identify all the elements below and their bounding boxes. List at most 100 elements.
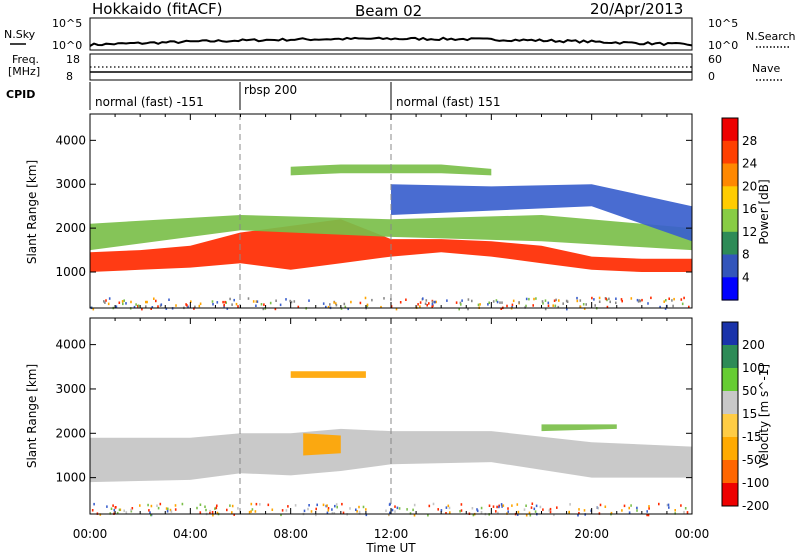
colorbar-swatch [722, 414, 738, 438]
velocity-noise-pixel [534, 510, 537, 513]
power-noise-pixel [366, 303, 369, 307]
y-tick-label: 3000 [55, 382, 86, 396]
power-noise-pixel [247, 297, 250, 300]
power-noise-pixel [554, 304, 557, 308]
power-noise-pixel [160, 303, 163, 306]
velocity-noise-pixel [308, 504, 310, 507]
nsky-tick-top: 10^5 [52, 17, 82, 30]
velocity-noise-pixel [529, 514, 532, 517]
power-noise-pixel [525, 297, 528, 301]
power-noise-pixel [118, 301, 121, 304]
power-noise-pixel [130, 300, 132, 304]
power-noise-pixel [499, 301, 501, 304]
nsky-label: N.Sky [4, 28, 36, 41]
velocity-noise-pixel [204, 505, 206, 508]
power-noise-pixel [115, 305, 118, 308]
power-noise-pixel [605, 297, 607, 301]
velocity-noise-pixel [199, 511, 202, 514]
velocity-noise-pixel [365, 508, 367, 511]
velocity-noise-pixel [440, 509, 443, 512]
power-noise-pixel [108, 297, 111, 300]
power-noise-pixel [552, 304, 554, 307]
power-noise-pixel [576, 299, 579, 303]
colorbar-swatch [722, 231, 738, 256]
power-noise-pixel [123, 299, 125, 302]
power-noise-pixel [557, 305, 560, 309]
velocity-noise-pixel [205, 508, 207, 512]
velocity-noise-pixel [388, 513, 390, 516]
velocity-noise-pixel [394, 510, 396, 513]
velocity-noise-pixel [233, 513, 235, 516]
velocity-noise-pixel [398, 507, 401, 510]
velocity-ylabel: Slant Range [km] [25, 364, 39, 468]
power-noise-pixel [275, 299, 277, 302]
velocity-noise-pixel [556, 506, 558, 509]
velocity-noise-pixel [250, 502, 253, 506]
velocity-noise-pixel [428, 504, 431, 508]
velocity-noise-pixel [391, 508, 394, 512]
velocity-noise-pixel [335, 503, 338, 506]
velocity-noise-pixel [326, 511, 329, 515]
velocity-noise-pixel [448, 506, 451, 510]
velocity-noise-pixel [683, 510, 685, 514]
nsky-panel: N.Sky 10^5 10^0 10^5 10^0 N.Search [4, 17, 796, 52]
power-noise-pixel [256, 300, 259, 303]
velocity-noise-pixel [412, 508, 414, 512]
power-noise-pixel [274, 307, 277, 311]
velocity-noise-pixel [406, 508, 408, 511]
velocity-noise-pixel [181, 502, 184, 506]
power-noise-pixel [500, 307, 502, 310]
power-noise-pixel [198, 304, 201, 308]
velocity-noise-pixel [636, 509, 638, 512]
power-noise-pixel [495, 299, 498, 302]
power-noise-pixel [399, 301, 402, 304]
colorbar-frame [721, 117, 739, 301]
power-noise-pixel [325, 305, 327, 309]
power-noise-pixel [422, 297, 424, 300]
power-noise-pixel [608, 297, 610, 301]
velocity-noise-pixel [578, 511, 580, 515]
velocity-noise-pixel [668, 506, 670, 509]
y-tick-label: 2000 [55, 221, 86, 235]
power-noise-pixel [446, 299, 448, 302]
power-noise-pixel [255, 300, 258, 303]
power-noise-pixel [175, 304, 177, 307]
date-title: 20/Apr/2013 [590, 0, 683, 18]
power-noise-pixel [153, 297, 155, 300]
velocity-noise-pixel [535, 504, 538, 508]
power-noise-pixel [518, 301, 520, 304]
velocity-noise-pixel [646, 510, 648, 513]
velocity-noise-pixel [356, 510, 358, 513]
power-noise-pixel [395, 307, 398, 311]
colorbar-swatch [722, 391, 738, 415]
power-noise-pixel [566, 300, 569, 303]
velocity-noise-pixel [294, 504, 297, 507]
power-noise-pixel [471, 299, 473, 303]
colorbar-swatch [722, 209, 738, 233]
velocity-noise-pixel [684, 507, 687, 510]
velocity-noise-pixel [250, 510, 252, 513]
velocity-noise-pixel [597, 506, 599, 510]
nsearch-tick-top: 10^5 [708, 17, 738, 30]
power-noise-pixel [615, 301, 617, 305]
velocity-noise-pixel [388, 503, 391, 506]
velocity-noise-pixel [596, 506, 598, 509]
velocity-noise-pixel [315, 507, 317, 511]
colorbar-swatch [722, 118, 738, 142]
power-noise-pixel [212, 303, 214, 306]
velocity-noise-pixel [281, 509, 284, 512]
power-noise-pixel [165, 307, 168, 310]
cpid-segment-1: normal (fast) -151 [95, 95, 204, 109]
power-noise-pixel [133, 305, 136, 309]
colorbar-swatch [722, 140, 738, 165]
nave-tick-bottom: 0 [708, 70, 715, 83]
power-noise-pixel [193, 307, 195, 310]
velocity-noise-pixel [159, 502, 162, 506]
cpid-label: CPID [6, 88, 35, 101]
power-noise-pixel [630, 297, 633, 300]
nave-tick-top: 60 [708, 53, 722, 66]
velocity-noise-pixel [568, 510, 570, 514]
freq-label: Freq. [12, 53, 39, 66]
power-noise-pixel [641, 298, 643, 302]
power-noise-pixel [609, 300, 611, 304]
